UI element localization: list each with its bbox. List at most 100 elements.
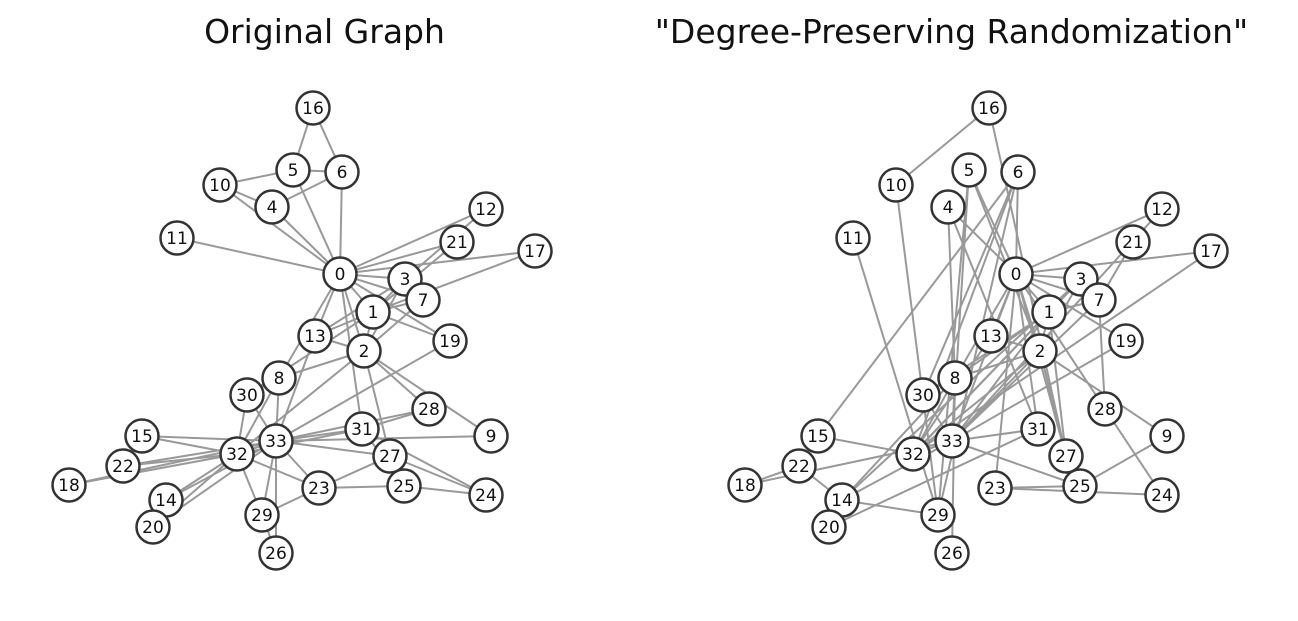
node-circle — [1115, 224, 1151, 260]
node-label: 20 — [142, 518, 164, 538]
node-circle — [1193, 233, 1229, 269]
node-33: 33 — [258, 423, 294, 459]
node-circle — [1031, 294, 1067, 330]
edge-0-21 — [339, 241, 458, 275]
node-29: 29 — [244, 497, 280, 533]
node-circle — [934, 423, 970, 459]
node-label: 19 — [439, 332, 461, 352]
node-circle — [1020, 411, 1056, 447]
node-label: 8 — [274, 369, 285, 389]
node-32: 32 — [895, 436, 931, 472]
node-circle — [895, 436, 931, 472]
node-label: 21 — [446, 233, 468, 253]
node-label: 9 — [486, 427, 497, 447]
node-label: 9 — [1162, 427, 1173, 447]
node-circle — [1081, 282, 1117, 318]
node-18: 18 — [51, 467, 87, 503]
edge-19-33 — [951, 340, 1127, 442]
node-circle — [905, 377, 941, 413]
node-circle — [977, 470, 1013, 506]
node-circle — [258, 535, 294, 571]
node-circle — [937, 360, 973, 396]
node-circle — [468, 191, 504, 227]
node-label: 33 — [265, 432, 287, 452]
node-31: 31 — [1020, 411, 1056, 447]
node-circle — [244, 497, 280, 533]
node-1: 1 — [355, 294, 391, 330]
node-label: 8 — [950, 369, 961, 389]
node-label: 13 — [304, 327, 326, 347]
node-11: 11 — [159, 220, 195, 256]
node-label: 6 — [337, 163, 348, 183]
node-circle — [1087, 391, 1123, 427]
edge-9-33 — [275, 435, 492, 442]
node-label: 13 — [980, 327, 1002, 347]
node-label: 29 — [251, 506, 273, 526]
node-label: 17 — [1200, 242, 1222, 262]
node-circle — [372, 438, 408, 474]
node-label: 25 — [1069, 477, 1091, 497]
node-13: 13 — [297, 318, 333, 354]
node-11: 11 — [835, 220, 871, 256]
node-21: 21 — [439, 224, 475, 260]
edge-15-33 — [141, 435, 277, 442]
edge-6-15 — [817, 171, 1019, 437]
node-circle — [439, 224, 475, 260]
node-label: 11 — [842, 229, 864, 249]
node-label: 18 — [734, 476, 756, 496]
node-23: 23 — [301, 470, 337, 506]
node-label: 24 — [475, 486, 497, 506]
node-25: 25 — [1062, 468, 1098, 504]
node-29: 29 — [920, 497, 956, 533]
node-label: 28 — [1094, 400, 1116, 420]
node-circle — [1048, 438, 1084, 474]
node-10: 10 — [202, 167, 238, 203]
node-label: 21 — [1122, 233, 1144, 253]
node-label: 16 — [302, 99, 324, 119]
node-28: 28 — [411, 391, 447, 427]
node-circle — [951, 152, 987, 188]
node-19: 19 — [1108, 323, 1144, 359]
node-27: 27 — [1048, 438, 1084, 474]
edge-2-32 — [236, 350, 365, 455]
node-circle — [355, 294, 391, 330]
node-30: 30 — [905, 377, 941, 413]
panel-title-randomized: "Degree-Preserving Randomization" — [654, 12, 1249, 51]
node-2: 2 — [1022, 333, 1058, 369]
node-label: 26 — [941, 544, 963, 564]
edge-10-16 — [895, 107, 990, 186]
node-6: 6 — [1000, 154, 1036, 190]
node-19: 19 — [432, 323, 468, 359]
node-circle — [135, 509, 171, 545]
edge-0-5 — [292, 169, 341, 275]
edge-0-12 — [339, 208, 487, 275]
node-5: 5 — [275, 152, 311, 188]
edge-17-32 — [912, 250, 1212, 455]
node-12: 12 — [468, 191, 504, 227]
edge-14-33 — [841, 440, 953, 501]
node-label: 3 — [1076, 270, 1087, 290]
edge-11-29 — [852, 237, 939, 516]
edge-19-33 — [275, 340, 451, 442]
node-label: 20 — [818, 518, 840, 538]
edge-25-33 — [951, 440, 1081, 487]
node-label: 32 — [902, 445, 924, 465]
node-label: 5 — [288, 161, 299, 181]
node-circle — [159, 220, 195, 256]
node-label: 0 — [1011, 265, 1022, 285]
node-circle — [934, 535, 970, 571]
node-circle — [295, 90, 331, 126]
edge-0-10 — [219, 184, 341, 275]
node-circle — [432, 323, 468, 359]
node-label: 1 — [368, 303, 379, 323]
node-circle — [386, 468, 422, 504]
node-circle — [301, 470, 337, 506]
original-graph-panel: Original Graph — [204, 12, 445, 51]
node-circle — [254, 189, 290, 225]
node-label: 31 — [1027, 420, 1049, 440]
node-label: 10 — [885, 176, 907, 196]
node-label: 23 — [984, 479, 1006, 499]
node-circle — [468, 477, 504, 513]
